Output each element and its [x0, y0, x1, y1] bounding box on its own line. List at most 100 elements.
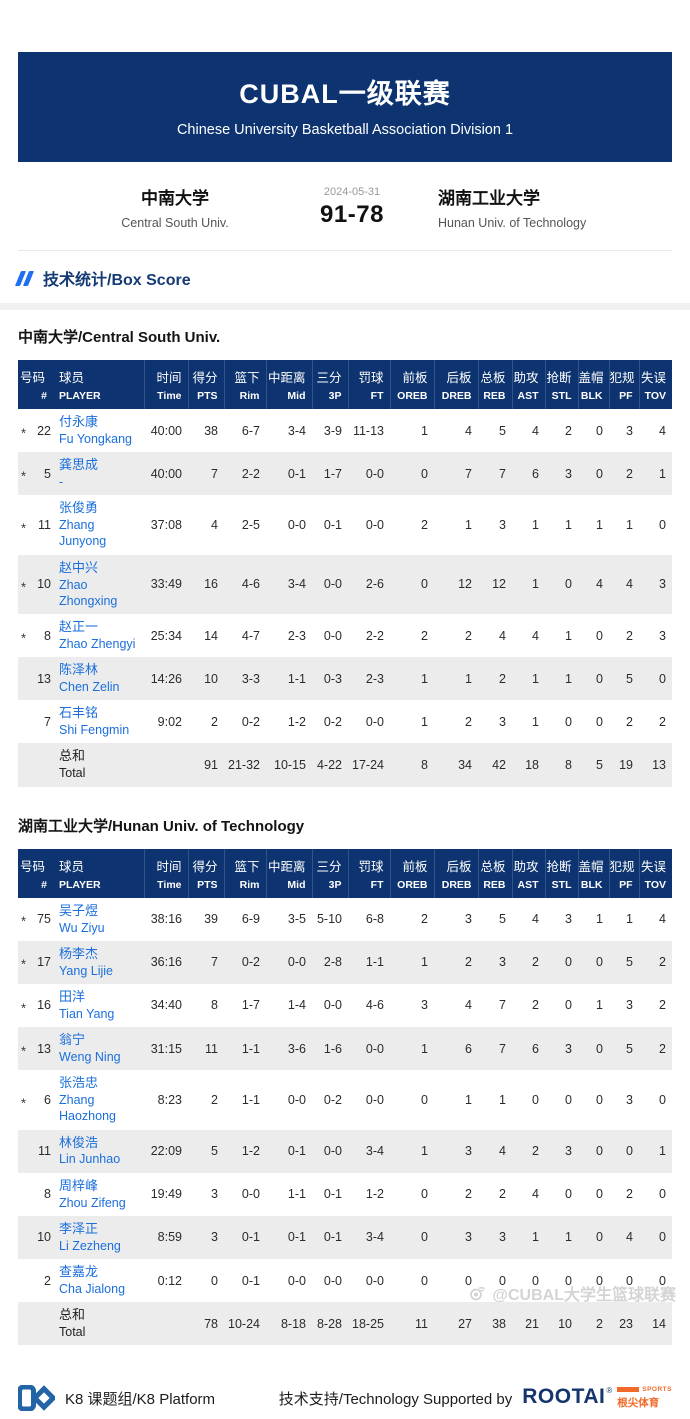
player-name-link[interactable]: 龚思成 - — [59, 457, 99, 490]
player-name-link[interactable]: 吴子煜 Wu Ziyu — [59, 902, 105, 935]
player-name-link[interactable]: 林俊浩 Lin Junhao — [59, 1134, 121, 1167]
stat-cell: 1 — [421, 955, 428, 970]
player-name-link[interactable]: 张浩忠 Zhang Haozhong — [59, 1075, 116, 1124]
stat-cell: 0-3 — [323, 671, 342, 686]
jersey-number-cell: * 17 — [21, 955, 51, 972]
stat-cell: 8 — [421, 758, 428, 773]
stat-cell: 3 — [499, 1230, 506, 1245]
rootai-chinese-name: 根尖体育 — [617, 1397, 660, 1410]
column-header-time: 时间 Time — [143, 848, 188, 898]
away-team-name-cn: 湖南工业大学 — [438, 189, 540, 208]
player-name-link[interactable]: 付永康 Fu Yongkang — [59, 414, 132, 446]
player-row: * 6 张浩忠 Zhang Haozhong 8:23 2 1-1 0-0 0-2 0-0 0 1 1 0… — [18, 1070, 672, 1129]
team-heading: 湖南工业大学/Hunan Univ. of Technology — [18, 817, 305, 835]
stat-cell: 0:12 — [157, 1273, 182, 1288]
stat-cell: 4 — [465, 423, 472, 438]
column-header-3p: 三分 3P — [311, 360, 348, 409]
stat-cell: 0 — [565, 955, 572, 970]
stat-cell: 3 — [211, 1187, 218, 1202]
stat-cell: 0-1 — [323, 1187, 342, 1202]
stat-cell: 2 — [659, 714, 666, 729]
player-row: 10 李泽正 Li Zezheng 8:59 3 0-1 0-1 0-1 3-4 0 3 3 1 1 0 4 0 — [18, 1215, 672, 1259]
stat-cell: 3 — [626, 1092, 633, 1107]
stat-cell: 1 — [565, 628, 572, 643]
stat-cell: 0 — [211, 1273, 218, 1288]
player-name-link[interactable]: 李泽正 Li Zezheng — [59, 1220, 121, 1253]
stat-cell: 1 — [421, 1041, 428, 1056]
stat-cell: 0 — [565, 577, 572, 592]
jersey-number-cell: 13 — [37, 671, 51, 686]
stat-cell: 3-4 — [365, 1144, 384, 1159]
weibo-watermark: @CUBAL大学生篮球联赛 — [467, 1281, 676, 1305]
stat-cell: 4-7 — [241, 628, 260, 643]
player-name-link[interactable]: 张俊勇 Zhang Junyong — [59, 500, 107, 549]
stat-cell: 0 — [596, 1092, 603, 1107]
stat-cell: 19 — [619, 758, 633, 773]
stat-cell: 3 — [465, 1144, 472, 1159]
stat-cell: 0 — [532, 1273, 539, 1288]
stat-cell: 22:09 — [150, 1144, 182, 1159]
stat-cell: 2-3 — [365, 671, 384, 686]
stat-cell: 0-0 — [365, 1092, 384, 1107]
stat-cell: 0 — [565, 1273, 572, 1288]
league-banner: CUBAL一级联赛 Chinese University Basketball … — [18, 52, 672, 162]
stat-cell: 0-1 — [323, 517, 342, 532]
stat-cell: 2 — [211, 714, 218, 729]
player-name-link[interactable]: 翁宁 Weng Ning — [59, 1032, 121, 1064]
player-name-link[interactable]: 陈泽林 Chen Zelin — [59, 662, 120, 695]
player-name-link[interactable]: 周梓峰 Zhou Zifeng — [59, 1177, 126, 1210]
stat-cell: 7 — [499, 1041, 506, 1056]
stat-cell: 0 — [596, 1273, 603, 1288]
table-header-row: 号码 # 球员 PLAYER 时间 Time 得分 PTS 篮下 Rim 中距离 Mid 三分 3P 罚球 F… — [18, 848, 672, 898]
k8-logo-icon — [18, 1385, 55, 1412]
stat-cell: 2 — [532, 998, 539, 1013]
stat-cell: 2 — [659, 1041, 666, 1056]
player-name-link[interactable]: 查嘉龙 Cha Jialong — [59, 1264, 126, 1296]
stat-cell: 4-6 — [365, 998, 384, 1013]
jersey-number-cell: 11 — [38, 1144, 51, 1159]
stat-cell: 5 — [626, 671, 633, 686]
stat-cell: 1 — [565, 671, 572, 686]
stat-cell: 0-1 — [241, 1273, 260, 1288]
player-name-link[interactable]: 田洋 Tian Yang — [59, 988, 115, 1021]
stat-cell: 21-32 — [228, 758, 260, 773]
stat-cell: 3 — [499, 714, 506, 729]
stat-cell: 3-6 — [287, 1041, 306, 1056]
home-team-name-en: Central South Univ. — [121, 216, 229, 230]
stat-cell: 2 — [626, 1187, 633, 1202]
stat-cell: 3 — [659, 628, 666, 643]
stat-cell: 2-5 — [241, 517, 260, 532]
column-header-reb: 总板 REB — [477, 360, 512, 409]
stat-cell: 4 — [499, 1144, 506, 1159]
stat-cell: 0 — [421, 1092, 428, 1107]
column-header-rim: 篮下 Rim — [223, 360, 266, 409]
stat-cell: 0 — [421, 577, 428, 592]
column-header-player: 球员 PLAYER — [54, 848, 144, 898]
stat-cell: 1 — [626, 517, 633, 532]
rootai-logo: ROOTAI ® SPORTS 根尖体育 — [522, 1386, 672, 1410]
stat-cell: 3 — [565, 1144, 572, 1159]
stat-cell: 0-0 — [287, 955, 306, 970]
player-name-link[interactable]: 赵中兴 Zhao Zhongxing — [59, 559, 118, 608]
column-header-stl: 抢断 STL — [544, 848, 578, 898]
player-name-link[interactable]: 石丰铭 Shi Fengmin — [59, 705, 130, 738]
stat-cell — [144, 743, 188, 786]
player-name-link[interactable]: 赵正一 Zhao Zhengyi — [59, 619, 136, 651]
player-row: * 17 杨李杰 Yang Lijie 36:16 7 0-2 0-0 2-8 1-1 1 2 3 2 0 0… — [18, 940, 672, 984]
footer: K8 课题组/K8 Platform 技术支持/Technology Suppo… — [18, 1377, 672, 1419]
stat-cell: 0-1 — [323, 1230, 342, 1245]
column-header-dreb: 后板 DREB — [433, 848, 478, 898]
stat-cell: 3 — [626, 423, 633, 438]
stat-cell: 3 — [211, 1230, 218, 1245]
stat-cell: 0-2 — [241, 714, 260, 729]
player-name-link[interactable]: 杨李杰 Yang Lijie — [59, 945, 113, 978]
stat-cell: 0 — [421, 1273, 428, 1288]
stat-cell: 0 — [596, 1230, 603, 1245]
stat-cell: 1-2 — [241, 1144, 260, 1159]
stat-cell: 0 — [499, 1273, 506, 1288]
jersey-number-cell: 2 — [44, 1273, 51, 1288]
starter-asterisk: * — [21, 1095, 27, 1111]
stat-cell: 6 — [532, 1041, 539, 1056]
stat-cell: 0-0 — [365, 466, 384, 481]
stat-cell: 2 — [465, 955, 472, 970]
